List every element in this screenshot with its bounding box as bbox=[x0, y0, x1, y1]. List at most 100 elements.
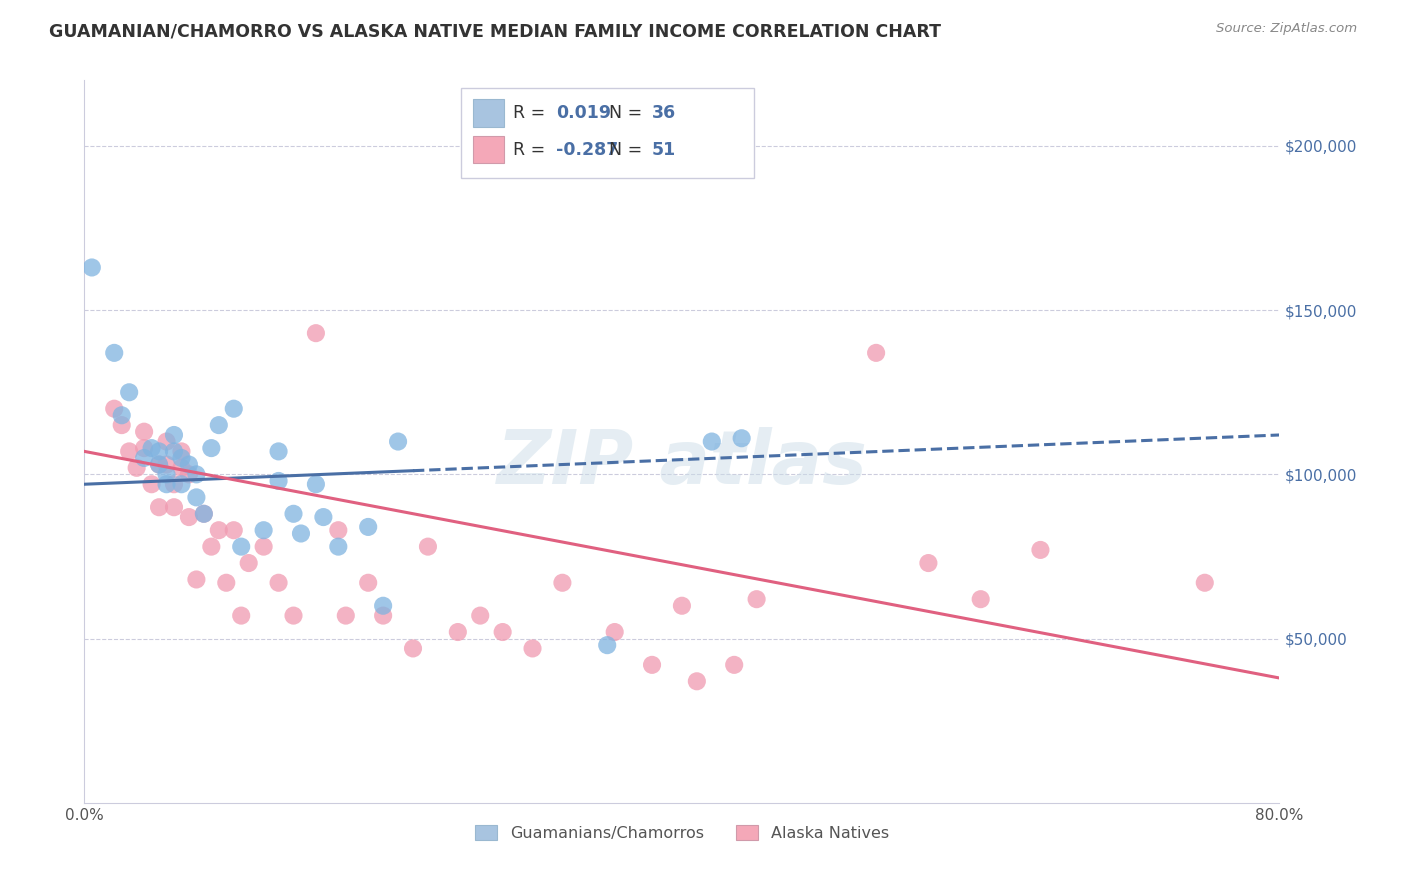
Point bbox=[222, 401, 245, 416]
Point bbox=[267, 575, 290, 590]
Point bbox=[641, 657, 664, 672]
Legend: Guamanians/Chamorros, Alaska Natives: Guamanians/Chamorros, Alaska Natives bbox=[467, 817, 897, 849]
Point bbox=[470, 608, 492, 623]
Point bbox=[551, 575, 574, 590]
Point bbox=[163, 428, 186, 442]
Point bbox=[402, 641, 425, 656]
Point bbox=[671, 599, 693, 613]
Text: R =: R = bbox=[513, 141, 551, 159]
Point bbox=[231, 608, 253, 623]
FancyBboxPatch shape bbox=[472, 99, 503, 127]
Point bbox=[111, 418, 134, 433]
Point bbox=[155, 467, 177, 482]
Point bbox=[522, 641, 544, 656]
Point bbox=[231, 540, 253, 554]
Point bbox=[186, 573, 208, 587]
Point bbox=[141, 477, 163, 491]
Point bbox=[177, 467, 200, 482]
Point bbox=[416, 540, 439, 554]
Point bbox=[603, 625, 626, 640]
Point bbox=[373, 608, 395, 623]
Point bbox=[447, 625, 470, 640]
Point bbox=[357, 520, 380, 534]
Point bbox=[596, 638, 619, 652]
Point bbox=[186, 467, 208, 482]
Point bbox=[305, 326, 328, 341]
Point bbox=[170, 460, 193, 475]
Text: ZIP atlas: ZIP atlas bbox=[496, 426, 868, 500]
Point bbox=[193, 507, 215, 521]
Text: GUAMANIAN/CHAMORRO VS ALASKA NATIVE MEDIAN FAMILY INCOME CORRELATION CHART: GUAMANIAN/CHAMORRO VS ALASKA NATIVE MEDI… bbox=[49, 22, 941, 40]
Point bbox=[163, 477, 186, 491]
Text: N =: N = bbox=[609, 141, 648, 159]
Point bbox=[686, 674, 709, 689]
Point bbox=[111, 409, 134, 423]
Point bbox=[148, 458, 170, 472]
Point bbox=[253, 540, 276, 554]
Point bbox=[700, 434, 723, 449]
Point bbox=[155, 434, 177, 449]
Point bbox=[132, 450, 156, 465]
Point bbox=[125, 460, 148, 475]
Point bbox=[373, 599, 395, 613]
Point bbox=[170, 477, 193, 491]
Point bbox=[305, 477, 328, 491]
Text: 36: 36 bbox=[652, 103, 676, 122]
Point bbox=[492, 625, 515, 640]
Point bbox=[917, 556, 939, 570]
Point bbox=[148, 444, 170, 458]
Point bbox=[970, 592, 993, 607]
Point bbox=[290, 526, 312, 541]
Point bbox=[200, 540, 222, 554]
Point bbox=[335, 608, 357, 623]
FancyBboxPatch shape bbox=[461, 87, 754, 178]
Point bbox=[170, 450, 193, 465]
Text: Source: ZipAtlas.com: Source: ZipAtlas.com bbox=[1216, 22, 1357, 36]
Point bbox=[328, 523, 350, 537]
Text: N =: N = bbox=[609, 103, 648, 122]
Point bbox=[163, 444, 186, 458]
Point bbox=[193, 507, 215, 521]
Text: 51: 51 bbox=[652, 141, 676, 159]
Point bbox=[170, 444, 193, 458]
Point bbox=[132, 425, 156, 439]
Point bbox=[267, 444, 290, 458]
Point bbox=[118, 444, 141, 458]
Point bbox=[387, 434, 409, 449]
Point bbox=[103, 401, 125, 416]
Point bbox=[155, 477, 177, 491]
Point bbox=[731, 431, 754, 445]
Point bbox=[118, 385, 141, 400]
FancyBboxPatch shape bbox=[472, 136, 503, 163]
Point bbox=[200, 441, 222, 455]
Point bbox=[283, 507, 305, 521]
Point bbox=[208, 523, 231, 537]
Point bbox=[1194, 575, 1216, 590]
Point bbox=[177, 510, 200, 524]
Point bbox=[215, 575, 238, 590]
Text: -0.287: -0.287 bbox=[557, 141, 619, 159]
Point bbox=[723, 657, 745, 672]
Point bbox=[283, 608, 305, 623]
Point bbox=[186, 491, 208, 505]
Point bbox=[745, 592, 768, 607]
Point bbox=[312, 510, 335, 524]
Point bbox=[357, 575, 380, 590]
Point bbox=[155, 458, 177, 472]
Point bbox=[148, 500, 170, 515]
Point bbox=[148, 458, 170, 472]
Point bbox=[208, 418, 231, 433]
Point bbox=[328, 540, 350, 554]
Point bbox=[865, 346, 887, 360]
Text: R =: R = bbox=[513, 103, 551, 122]
Point bbox=[238, 556, 260, 570]
Point bbox=[141, 441, 163, 455]
Text: 0.019: 0.019 bbox=[557, 103, 612, 122]
Point bbox=[103, 346, 125, 360]
Point bbox=[1029, 542, 1052, 557]
Point bbox=[177, 458, 200, 472]
Point bbox=[253, 523, 276, 537]
Point bbox=[222, 523, 245, 537]
Point bbox=[132, 441, 156, 455]
Point bbox=[80, 260, 103, 275]
